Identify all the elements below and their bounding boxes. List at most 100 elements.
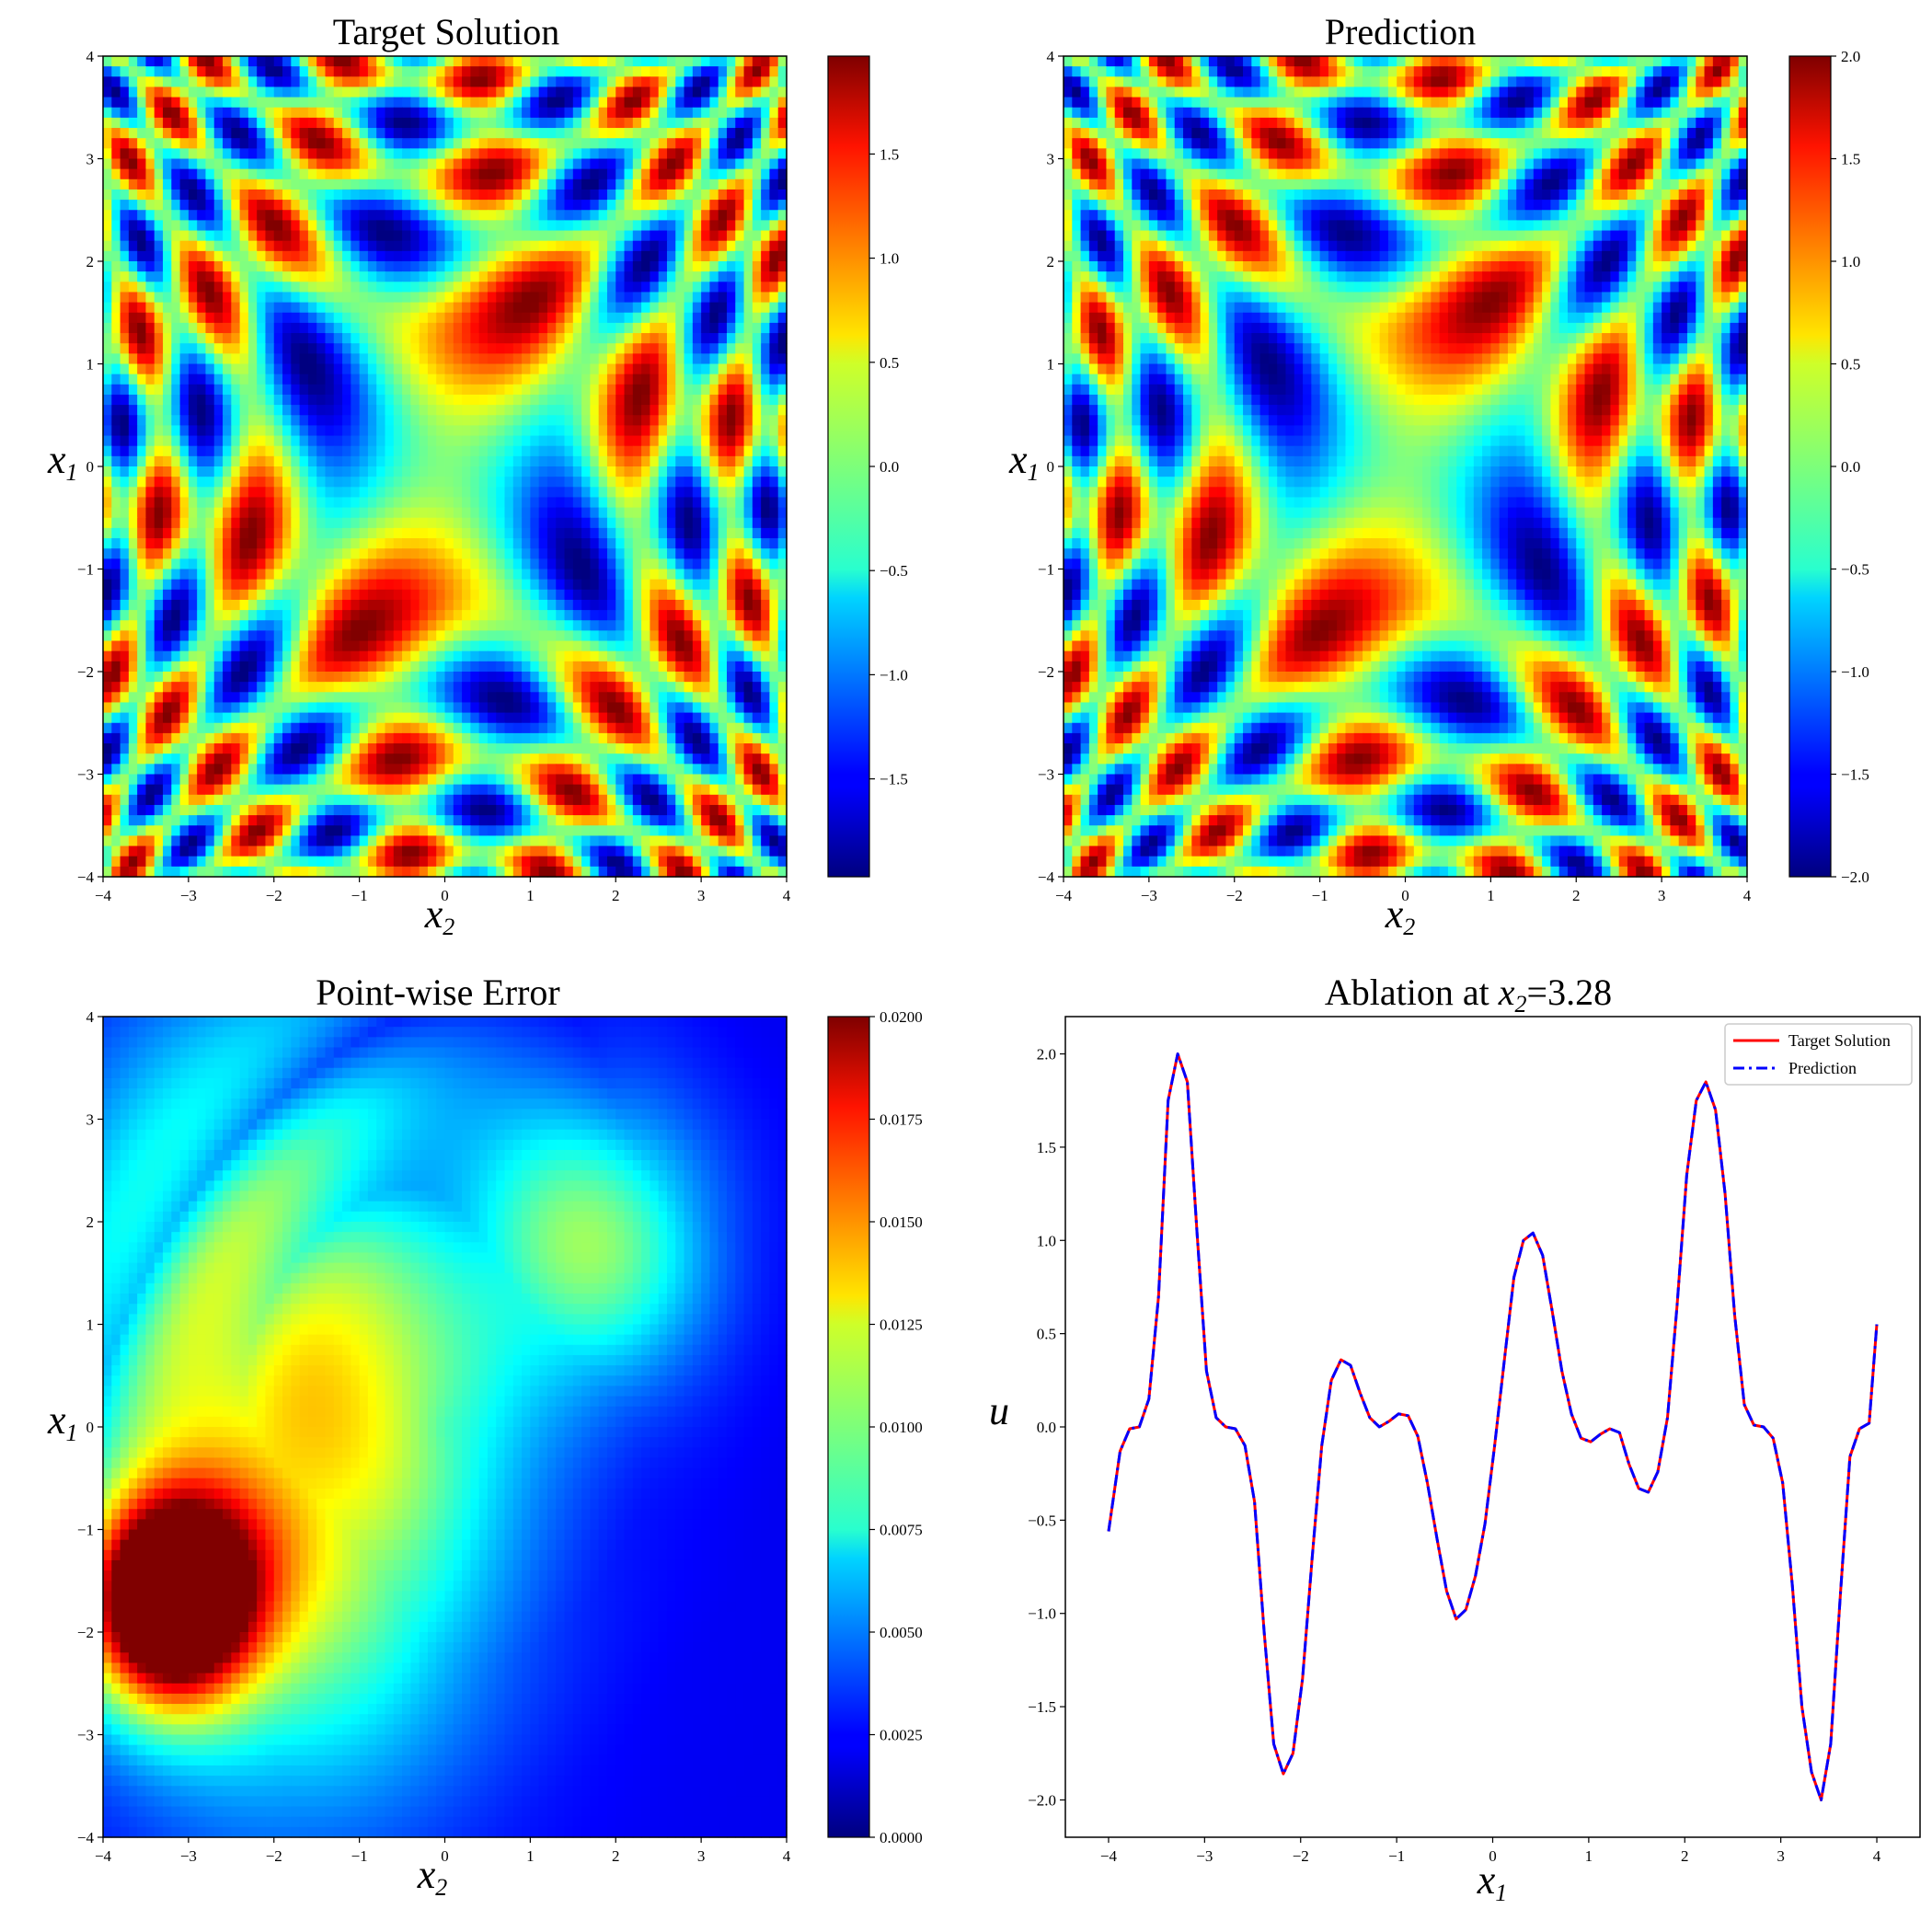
heatmap-cell	[197, 630, 206, 641]
heatmap-cell	[675, 220, 684, 231]
heatmap-cell	[581, 148, 591, 159]
heatmap-cell	[163, 692, 172, 703]
heatmap-cell	[659, 261, 668, 272]
heatmap-cell	[121, 446, 130, 457]
heatmap-cell	[693, 630, 702, 641]
heatmap-cell	[744, 200, 753, 211]
heatmap-cell	[513, 374, 523, 385]
heatmap-cell	[155, 220, 164, 231]
heatmap-cell	[300, 415, 309, 426]
heatmap-cell	[744, 661, 753, 673]
heatmap-cell	[530, 528, 539, 539]
heatmap-cell	[769, 148, 778, 159]
heatmap-cell	[214, 446, 224, 457]
heatmap-cell	[111, 692, 121, 703]
heatmap-cell	[479, 271, 489, 282]
heatmap-cell	[300, 487, 309, 498]
heatmap-cell	[342, 98, 351, 109]
heatmap-cell	[633, 651, 642, 662]
heatmap-cell	[573, 590, 582, 601]
heatmap-cell	[282, 323, 292, 334]
heatmap-cell	[761, 282, 770, 293]
heatmap-cell	[693, 251, 702, 262]
heatmap-cell	[599, 651, 608, 662]
heatmap-cell	[325, 98, 334, 109]
heatmap-cell	[650, 220, 659, 231]
heatmap-cell	[650, 292, 659, 303]
heatmap-cell	[633, 630, 642, 641]
heatmap-cell	[479, 292, 489, 303]
heatmap-cell	[659, 76, 668, 87]
heatmap-cell	[342, 395, 351, 406]
heatmap-cell	[667, 600, 676, 611]
heatmap-cell	[368, 128, 377, 139]
heatmap-cell	[701, 477, 710, 488]
heatmap-cell	[573, 385, 582, 396]
heatmap-cell	[513, 580, 523, 591]
heatmap-cell	[265, 692, 274, 703]
heatmap-cell	[300, 558, 309, 569]
heatmap-cell	[625, 108, 634, 119]
heatmap-cell	[753, 620, 762, 631]
heatmap-cell	[394, 374, 403, 385]
heatmap-cell	[257, 548, 266, 559]
heatmap-cell	[701, 231, 710, 242]
heatmap-cell	[257, 220, 266, 231]
heatmap-cell	[385, 364, 394, 375]
heatmap-cell	[581, 487, 591, 498]
heatmap-cell	[522, 169, 531, 180]
heatmap-cell	[778, 630, 788, 641]
heatmap-cell	[659, 343, 668, 354]
heatmap-cell	[351, 692, 360, 703]
heatmap-cell	[342, 333, 351, 344]
heatmap-cell	[223, 231, 232, 242]
heatmap-cell	[103, 179, 112, 190]
heatmap-cell	[667, 415, 676, 426]
heatmap-cell	[625, 179, 634, 190]
heatmap-cell	[727, 518, 736, 529]
heatmap-cell	[376, 405, 385, 416]
heatmap-cell	[325, 508, 334, 519]
heatmap-cell	[274, 353, 283, 364]
heatmap-cell	[368, 374, 377, 385]
heatmap-cell	[231, 436, 240, 447]
heatmap-cell	[556, 76, 565, 87]
heatmap-cell	[496, 159, 505, 170]
heatmap-cell	[155, 456, 164, 467]
heatmap-cell	[547, 405, 557, 416]
heatmap-cell	[633, 385, 642, 396]
heatmap-cell	[496, 385, 505, 396]
heatmap-cell	[376, 456, 385, 467]
heatmap-cell	[420, 364, 429, 375]
heatmap-cell	[522, 108, 531, 119]
heatmap-cell	[505, 200, 514, 211]
heatmap-cell	[334, 108, 343, 119]
heatmap-cell	[454, 548, 463, 559]
heatmap-cell	[761, 497, 770, 508]
heatmap-cell	[351, 610, 360, 621]
heatmap-cell	[462, 661, 471, 673]
heatmap-cell	[248, 456, 258, 467]
heatmap-cell	[573, 271, 582, 282]
heatmap-cell	[197, 292, 206, 303]
heatmap-cell	[667, 56, 676, 67]
heatmap-cell	[727, 569, 736, 581]
heatmap-cell	[539, 487, 548, 498]
heatmap-cell	[675, 569, 684, 581]
heatmap-cell	[163, 333, 172, 344]
heatmap-cell	[180, 692, 190, 703]
heatmap-cell	[274, 518, 283, 529]
heatmap-cell	[641, 118, 650, 129]
heatmap-cell	[565, 76, 574, 87]
heatmap-cell	[214, 282, 224, 293]
heatmap-cell	[351, 436, 360, 447]
heatmap-cell	[394, 548, 403, 559]
heatmap-cell	[470, 436, 479, 447]
heatmap-cell	[180, 282, 190, 293]
heatmap-cell	[675, 436, 684, 447]
heatmap-cell	[625, 590, 634, 601]
heatmap-cell	[633, 508, 642, 519]
heatmap-cell	[522, 353, 531, 364]
heatmap-cell	[684, 353, 694, 364]
heatmap-cell	[530, 292, 539, 303]
